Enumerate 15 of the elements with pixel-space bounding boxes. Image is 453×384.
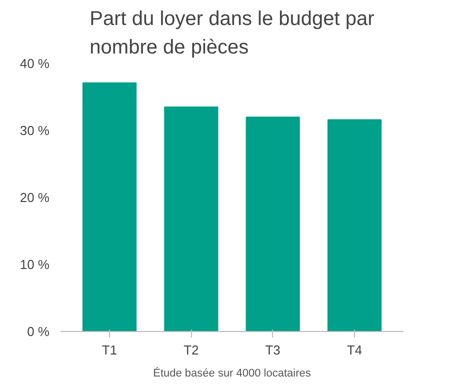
text: Étude basée sur 4000 locataires xyxy=(153,366,312,380)
y-tick-label: 0 % xyxy=(27,324,50,339)
y-tick-label: 30 % xyxy=(20,123,50,138)
bar xyxy=(246,116,300,332)
y-tick-label: 20 % xyxy=(20,190,50,205)
chart-title: Part du loyer dans le budget par nombre de pièces xyxy=(90,8,375,58)
y-tick-label: 10 % xyxy=(20,257,50,272)
x-tick-label: T1 xyxy=(102,342,118,358)
bar xyxy=(164,106,218,332)
x-tick-label: T3 xyxy=(265,342,280,358)
bar xyxy=(327,119,382,332)
x-tick-label: T4 xyxy=(346,342,362,358)
x-tick-label: T2 xyxy=(184,342,199,358)
bar xyxy=(82,82,137,332)
y-tick-label: 40 % xyxy=(20,56,50,71)
